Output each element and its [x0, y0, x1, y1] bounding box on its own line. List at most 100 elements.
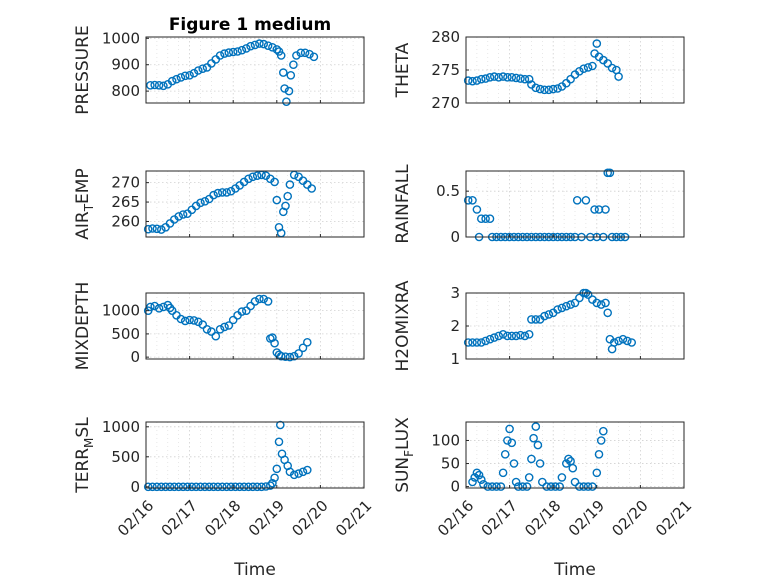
data-point: [520, 74, 530, 84]
data-point: [143, 224, 153, 234]
axes-h2omixra: 1 2 3 H2OMIXRA: [393, 280, 685, 372]
data-point: [533, 440, 543, 450]
y-axis-label: H2OMIXRA: [393, 280, 413, 371]
y-tick-label: 1: [450, 350, 460, 368]
data-point: [222, 482, 231, 492]
axes-frame: [465, 170, 685, 238]
data-point: [599, 426, 608, 436]
data-point: [193, 317, 203, 327]
data-point: [535, 84, 545, 94]
data-point: [183, 482, 192, 492]
y-tick-label: 500: [111, 448, 140, 466]
data-point: [614, 336, 623, 346]
data-point: [237, 45, 247, 55]
axes-frame: [465, 421, 685, 489]
data-point: [544, 85, 554, 95]
data-point: [575, 482, 584, 491]
x-tick-label: 02/19: [245, 497, 288, 540]
data-point: [305, 49, 314, 59]
x-tick-label: 02/18: [521, 497, 564, 540]
data-point: [268, 478, 277, 488]
y-axis-label: RAINFALL: [393, 164, 413, 244]
data-point: [244, 174, 253, 184]
data-point: [500, 449, 510, 459]
data-point: [274, 437, 284, 447]
y-axis-label: PRESSURE: [73, 25, 93, 114]
data-point: [468, 195, 477, 205]
y-tick-label: 50: [441, 455, 460, 473]
data-point: [623, 336, 632, 346]
data-point: [167, 306, 177, 316]
data-point: [257, 482, 266, 492]
data-point: [294, 349, 303, 358]
data-point: [178, 210, 188, 219]
data-point: [481, 74, 490, 83]
data-point: [614, 72, 623, 81]
data-point: [618, 334, 628, 344]
axes-sun_flux: 0 50 100 02/16 02/17 02/18 02/19 02/20 02/21 Time…: [393, 417, 695, 580]
data-point: [307, 184, 317, 193]
data-point: [217, 482, 227, 492]
y-tick-label: 260: [111, 212, 140, 230]
data-point: [217, 188, 227, 197]
data-point: [507, 73, 517, 82]
data-point: [244, 482, 253, 492]
y-tick-label: 265: [111, 193, 140, 211]
data-point: [259, 39, 269, 49]
data-point: [156, 482, 166, 492]
data-point: [146, 302, 155, 312]
data-point: [224, 321, 234, 330]
data-point: [531, 83, 541, 93]
data-point: [302, 337, 312, 347]
data-point: [557, 303, 567, 313]
data-point: [505, 424, 514, 434]
data-point: [213, 188, 223, 198]
data-point: [174, 212, 183, 221]
data-point: [520, 331, 530, 341]
y-axis-label: AIRTEMP: [73, 168, 96, 239]
data-point: [518, 482, 528, 491]
data-point: [255, 294, 264, 304]
data-point: [150, 80, 159, 90]
data-point: [472, 76, 482, 85]
data-point: [180, 316, 190, 326]
data-point: [298, 343, 308, 353]
data-point: [498, 72, 508, 81]
y-tick-label: 2: [450, 317, 460, 335]
x-tick-label: 02/21: [332, 497, 375, 540]
data-point: [468, 76, 477, 86]
data-point: [241, 44, 251, 53]
data-point: [594, 449, 604, 459]
data-point: [489, 72, 499, 81]
data-point: [531, 422, 541, 431]
data-point: [553, 305, 562, 314]
data-point: [241, 306, 251, 316]
data-point: [270, 473, 279, 483]
data-point: [213, 482, 223, 492]
data-point: [609, 338, 619, 347]
data-point: [233, 47, 242, 56]
data-point: [185, 315, 194, 325]
data-point: [581, 195, 591, 205]
data-point: [546, 482, 556, 491]
data-point: [189, 316, 199, 325]
data-point: [154, 81, 164, 90]
x-tick-label: 02/19: [565, 497, 608, 540]
y-tick-label: 900: [111, 56, 140, 74]
data-point: [562, 459, 571, 468]
data-point: [468, 338, 477, 347]
data-point: [485, 334, 495, 344]
data-point: [246, 301, 255, 311]
data-point: [511, 331, 521, 341]
data-point: [507, 438, 517, 448]
data-point: [235, 482, 244, 492]
data-point: [596, 436, 606, 445]
axes-frame: [145, 170, 365, 238]
data-point: [483, 482, 493, 491]
data-point: [275, 420, 285, 430]
data-point: [481, 214, 490, 223]
data-point: [494, 331, 504, 341]
x-tick-label: 02/18: [201, 497, 244, 540]
